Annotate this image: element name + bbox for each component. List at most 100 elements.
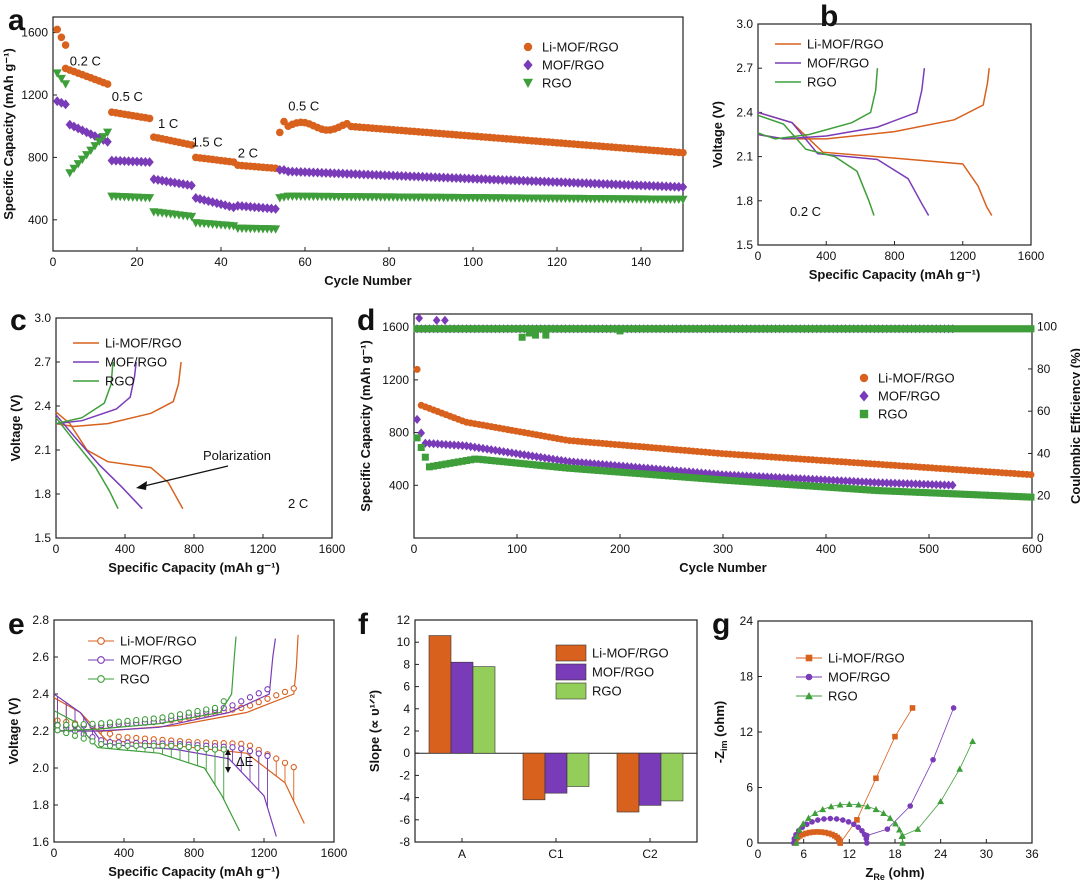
data-point: [425, 463, 433, 471]
efficiency-point: [858, 325, 866, 333]
legend-label: Li-MOF/RGO: [878, 371, 955, 386]
x-axis-label: Specific Capacity (mAh g⁻¹): [108, 864, 280, 879]
ocv-point: [281, 759, 289, 766]
panel-c: c 0 400 800 1200 1600 1.5 1.8 2.1 2.4 2.7 3.0 Specif…: [8, 304, 346, 575]
efficiency-point: [508, 325, 516, 333]
panel-b: b 0 400 800 1200 1600 1.5 1.8 2.1 2.4 2.7 3.0 Specif…: [710, 0, 1045, 282]
data-point: [924, 489, 932, 497]
efficiency-point: [990, 325, 998, 333]
data-point: [784, 480, 792, 488]
ocv-point: [264, 686, 271, 693]
series-RGO: [55, 361, 119, 510]
ocv-point: [98, 740, 105, 748]
legend-label: RGO: [878, 407, 908, 422]
data-point: [920, 479, 928, 489]
bar-RGO-C2: [660, 752, 684, 802]
efficiency-point: [842, 325, 850, 333]
y-tick-label: -4: [399, 791, 410, 805]
efficiency-point: [425, 325, 433, 333]
data-point: [570, 465, 578, 473]
data-point: [845, 800, 853, 807]
data-point: [829, 831, 835, 838]
efficiency-point: [533, 325, 541, 333]
y-tick-label: 1.6: [32, 835, 49, 849]
y-tick-label: 12: [740, 725, 754, 739]
data-point: [840, 817, 846, 823]
data-point: [271, 225, 281, 234]
y-tick-label: 2.0: [32, 761, 49, 775]
y-axis-label: Voltage (V): [6, 698, 21, 765]
data-point: [821, 816, 827, 822]
data-point: [620, 179, 629, 190]
data-point: [793, 832, 801, 840]
data-point: [458, 457, 466, 465]
x-tick-label: 60: [298, 255, 312, 269]
y-tick-label: 3.0: [736, 17, 753, 31]
efficiency-point: [895, 325, 903, 333]
legend-marker: [97, 656, 105, 664]
data-point: [693, 468, 702, 478]
x-tick-label: 1200: [250, 542, 277, 556]
data-point: [545, 454, 553, 464]
y-axis-label: Voltage (V): [8, 395, 23, 462]
x-tick-label: 400: [816, 542, 836, 556]
legend-marker: [523, 42, 533, 52]
legend-marker: [859, 409, 869, 419]
data-point: [796, 481, 804, 489]
panel-letter: b: [820, 0, 838, 33]
category-label: C2: [642, 847, 658, 861]
ocv-point: [133, 716, 140, 724]
data-point: [759, 479, 767, 487]
data-point: [792, 473, 800, 484]
efficiency-point: [442, 325, 450, 333]
panel-f: f -8 -6 -4 -2 0 2 4 6 8 10 12 Slope (∝ υ¹ᐟ²) A C1 C2 Li-…: [358, 608, 698, 861]
data-point: [957, 490, 965, 498]
category-label: C1: [548, 847, 564, 861]
polarization-label: Polarization: [203, 448, 271, 463]
efficiency-point: [887, 325, 895, 333]
data-point: [421, 438, 430, 448]
ocv-point: [71, 721, 79, 728]
data-point: [578, 465, 586, 473]
data-point: [338, 168, 347, 179]
data-point: [65, 169, 75, 178]
data-point: [767, 479, 775, 487]
legend-entry: MOF/RGO: [523, 58, 604, 73]
y-axis-label: Slope (∝ υ¹ᐟ²): [367, 690, 382, 772]
data-point: [763, 472, 772, 482]
legend-label: RGO: [105, 374, 135, 389]
data-point: [137, 156, 146, 167]
data-point: [524, 460, 532, 468]
data-point: [948, 480, 957, 490]
legend-label: RGO: [807, 75, 837, 90]
legend-label: MOF/RGO: [105, 355, 167, 370]
data-point: [969, 737, 976, 745]
y-tick-label: 2: [403, 724, 410, 738]
data-point: [883, 487, 891, 495]
efficiency-point: [524, 325, 532, 333]
efficiency-point: [463, 325, 471, 333]
efficiency-point: [817, 325, 825, 333]
legend-label: MOF/RGO: [120, 653, 182, 668]
efficiency-point: [961, 325, 969, 333]
x-tick-label: 40: [214, 255, 228, 269]
charge-curve: [757, 68, 879, 140]
data-point: [775, 473, 784, 483]
y-tick-label: 2.1: [736, 150, 753, 164]
rate-label: 1 C: [158, 116, 178, 131]
efficiency-point: [417, 325, 425, 333]
data-point: [598, 467, 606, 475]
data-point: [462, 441, 471, 451]
efficiency-point: [829, 325, 837, 333]
data-point: [799, 831, 806, 838]
legend-label: Li-MOF/RGO: [105, 336, 182, 351]
ocv-point: [150, 715, 157, 722]
data-point: [854, 817, 860, 823]
ocv-point: [115, 742, 122, 749]
efficiency-point: [850, 325, 858, 333]
rate-label: 0.5 C: [288, 99, 319, 114]
ocv-point: [176, 743, 184, 750]
x-tick-label: 24: [934, 847, 948, 861]
y-tick-label: 400: [28, 213, 48, 227]
